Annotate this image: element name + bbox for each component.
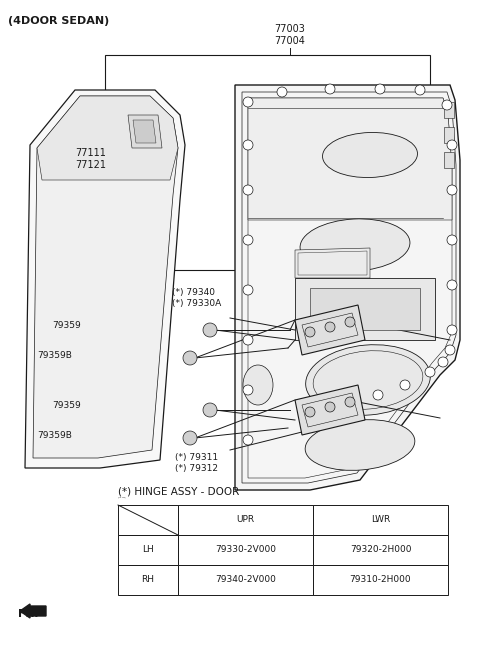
- Polygon shape: [33, 96, 178, 458]
- Ellipse shape: [300, 219, 410, 271]
- Circle shape: [325, 322, 335, 332]
- Polygon shape: [310, 288, 420, 330]
- Circle shape: [243, 385, 253, 395]
- Text: LH: LH: [142, 546, 154, 555]
- Circle shape: [325, 402, 335, 412]
- Polygon shape: [235, 85, 460, 490]
- Ellipse shape: [306, 345, 431, 415]
- Text: (4DOOR SEDAN): (4DOOR SEDAN): [8, 16, 109, 26]
- Text: 79359B: 79359B: [37, 351, 72, 360]
- Text: LWR: LWR: [371, 516, 390, 524]
- Circle shape: [447, 235, 457, 245]
- Text: [118, 490]: [118, 490]: [118, 496, 125, 498]
- FancyArrow shape: [20, 604, 46, 618]
- Polygon shape: [444, 102, 454, 118]
- Circle shape: [373, 390, 383, 400]
- Polygon shape: [133, 120, 156, 143]
- Bar: [118, 505, 178, 535]
- Circle shape: [445, 345, 455, 355]
- Circle shape: [350, 400, 360, 410]
- Ellipse shape: [323, 132, 418, 178]
- Bar: [313, 535, 448, 565]
- Bar: [105, 55, 430, 270]
- Text: (*) HINGE ASSY - DOOR: (*) HINGE ASSY - DOOR: [118, 487, 239, 497]
- Polygon shape: [295, 385, 365, 435]
- Polygon shape: [295, 305, 365, 355]
- Text: (*) 79340
(*) 79330A: (*) 79340 (*) 79330A: [172, 288, 221, 308]
- Text: 79320-2H000: 79320-2H000: [350, 546, 411, 555]
- Text: 79330-2V000: 79330-2V000: [215, 546, 276, 555]
- Circle shape: [447, 280, 457, 290]
- Text: FR.: FR.: [18, 609, 38, 619]
- Circle shape: [325, 84, 335, 94]
- Bar: [313, 505, 448, 535]
- Circle shape: [243, 285, 253, 295]
- Ellipse shape: [243, 365, 273, 405]
- Circle shape: [183, 431, 197, 445]
- Circle shape: [243, 185, 253, 195]
- Polygon shape: [128, 115, 162, 148]
- Bar: [118, 535, 178, 565]
- Circle shape: [438, 357, 448, 367]
- Bar: [178, 565, 313, 595]
- Circle shape: [442, 100, 452, 110]
- Text: 79359: 79359: [52, 400, 81, 410]
- Text: 79340-2V000: 79340-2V000: [215, 575, 276, 584]
- Bar: [118, 565, 178, 595]
- Polygon shape: [444, 127, 454, 143]
- Circle shape: [243, 335, 253, 345]
- Circle shape: [243, 235, 253, 245]
- Bar: [178, 505, 313, 535]
- Circle shape: [183, 351, 197, 365]
- Circle shape: [277, 87, 287, 97]
- Circle shape: [203, 403, 217, 417]
- Circle shape: [447, 185, 457, 195]
- Circle shape: [375, 84, 385, 94]
- Bar: [178, 535, 313, 565]
- Polygon shape: [248, 98, 452, 220]
- Circle shape: [243, 97, 253, 107]
- Polygon shape: [295, 278, 435, 340]
- Polygon shape: [295, 248, 370, 278]
- Circle shape: [345, 317, 355, 327]
- Text: 77111
77121: 77111 77121: [75, 148, 106, 170]
- Text: 77003
77004: 77003 77004: [275, 23, 305, 46]
- Circle shape: [447, 325, 457, 335]
- Text: 79359B: 79359B: [37, 430, 72, 439]
- Circle shape: [243, 435, 253, 445]
- Text: (*) 79311
(*) 79312: (*) 79311 (*) 79312: [175, 453, 218, 473]
- Text: UPR: UPR: [237, 516, 254, 524]
- Circle shape: [305, 407, 315, 417]
- Circle shape: [345, 397, 355, 407]
- Ellipse shape: [305, 420, 415, 470]
- Text: RH: RH: [142, 575, 155, 584]
- Bar: [313, 565, 448, 595]
- Circle shape: [447, 140, 457, 150]
- Circle shape: [243, 140, 253, 150]
- Circle shape: [305, 327, 315, 337]
- Circle shape: [415, 85, 425, 95]
- Text: 79359: 79359: [52, 321, 81, 329]
- Polygon shape: [444, 152, 454, 168]
- Circle shape: [425, 367, 435, 377]
- Text: 79310-2H000: 79310-2H000: [350, 575, 411, 584]
- Polygon shape: [37, 96, 178, 180]
- Circle shape: [400, 380, 410, 390]
- Polygon shape: [25, 90, 185, 468]
- Circle shape: [203, 323, 217, 337]
